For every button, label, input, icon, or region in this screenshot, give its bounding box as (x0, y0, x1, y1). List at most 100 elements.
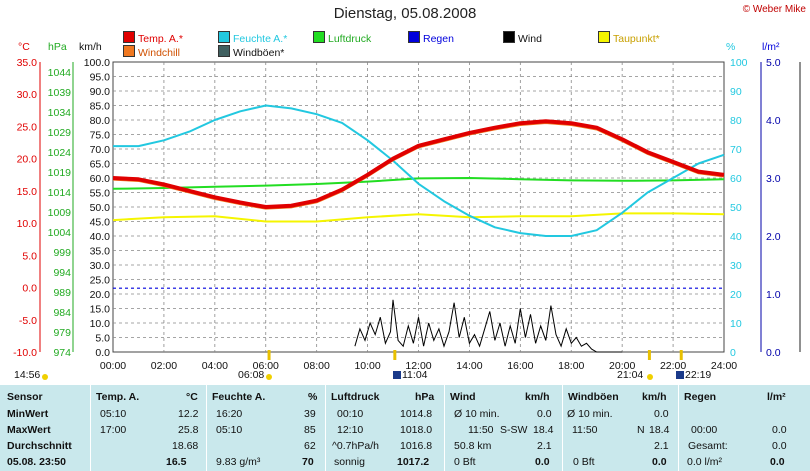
wind-tick-label: 10.0 (90, 318, 111, 330)
legend-item-humidity: Feuchte A.* (218, 31, 287, 45)
wind-tick-label: 90.0 (90, 86, 111, 98)
wind-tick-label: 95.0 (90, 72, 111, 84)
stats-table: Sensor Temp. A. °C Feuchte A. % Luftdruc… (0, 385, 810, 471)
pressure-tick-label: 1004 (48, 227, 72, 239)
pressure-tick-label: 979 (53, 327, 71, 339)
wind-tick-label: 30.0 (90, 260, 111, 272)
wind-tick-label: 0.0 (95, 347, 110, 359)
pressure-tick-label: 1024 (48, 147, 72, 159)
wind-tick-label: 70.0 (90, 144, 111, 156)
rain-tick-label: 0.0 (766, 347, 781, 359)
time-tick-label: 00:00 (100, 360, 126, 372)
moon-icon (676, 371, 684, 379)
sun-marker-label: 22:19 (685, 369, 711, 381)
pressure-tick-label: 1034 (48, 107, 72, 119)
chart-axes: 35.0 30.0 25.0 20.0 15.0 10.0 5.0 0.0 -5.0 -10.0 1… (13, 57, 801, 381)
temp-tick-label: -5.0 (19, 315, 37, 327)
table-header-row: Sensor Temp. A. °C Feuchte A. % Luftdruc… (7, 391, 786, 403)
legend-item-dewpoint: Taupunkt* (598, 31, 660, 45)
unit-temp: °C (18, 41, 30, 53)
unit-rain: l/m² (762, 41, 780, 53)
temp-tick-label: 35.0 (17, 57, 38, 69)
wind-tick-label: 50.0 (90, 202, 111, 214)
time-tick-label: 10:00 (354, 360, 380, 372)
unit-humidity: % (726, 41, 736, 53)
legend-swatch (313, 31, 325, 43)
wind-tick-label: 25.0 (90, 275, 111, 287)
time-tick-label: 06:00 (253, 360, 279, 372)
pressure-tick-label: 1044 (48, 67, 72, 79)
legend-swatch (218, 45, 230, 57)
sun-marker-label: 14:56 (14, 369, 40, 381)
humidity-series (113, 104, 725, 237)
legend-swatch (123, 31, 135, 43)
legend-swatch (408, 31, 420, 43)
table-row-current: 05.08. 23:50 ↓ 16.5 9.83 g/m³ 70 sonnig 1… (7, 456, 785, 468)
wind-tick-label: 80.0 (90, 115, 111, 127)
pressure-tick-label: 999 (53, 247, 71, 259)
legend-swatch (123, 45, 135, 57)
wind-tick-label: 35.0 (90, 246, 111, 258)
wind-tick-label: 100.0 (84, 57, 110, 69)
legend-item-gusts: Windböen* (218, 45, 284, 59)
time-tick-label: 16:00 (507, 360, 533, 372)
sun-marker-label: 21:04 (617, 369, 643, 381)
chart-grid (112, 61, 725, 353)
unit-pressure: hPa (48, 41, 67, 53)
pressure-tick-label: 984 (53, 307, 71, 319)
legend-item-rain: Regen (408, 31, 454, 45)
sun-icon (647, 374, 653, 380)
pressure-tick-label: 1009 (48, 207, 72, 219)
wind-tick-label: 40.0 (90, 231, 111, 243)
temp-tick-label: 20.0 (17, 154, 38, 166)
temp-tick-label: 5.0 (22, 250, 37, 262)
wind-tick-label: 85.0 (90, 101, 111, 113)
time-tick-label: 20:00 (609, 360, 635, 372)
wind-tick-label: 65.0 (90, 159, 111, 171)
pressure-tick-label: 1014 (48, 187, 72, 199)
humidity-tick-label: 20 (730, 289, 742, 301)
humidity-tick-label: 70 (730, 144, 742, 156)
time-tick-label: 22:00 (660, 360, 686, 372)
humidity-tick-label: 40 (730, 231, 742, 243)
table-row: Durchschnitt 18.68 62 ^0.7hPa/h 1016.8 5… (7, 440, 787, 452)
legend-item-temp: Temp. A.* (123, 31, 183, 45)
temp-tick-label: 15.0 (17, 186, 38, 198)
humidity-tick-label: 10 (730, 318, 742, 330)
temp-tick-label: 0.0 (22, 283, 37, 295)
sun-icon (42, 374, 48, 380)
sun-icon (266, 374, 272, 380)
table-row: MaxWert 17:00 25.8 05:10 85 12:10 1018.0… (7, 424, 787, 436)
pressure-tick-label: 1029 (48, 127, 72, 139)
humidity-tick-label: 80 (730, 115, 742, 127)
rain-tick-label: 4.0 (766, 115, 781, 127)
moon-icon (393, 371, 401, 379)
wind-series (354, 299, 623, 353)
rain-tick-label: 5.0 (766, 57, 781, 69)
time-tick-label: 24:00 (711, 360, 737, 372)
wind-tick-label: 75.0 (90, 130, 111, 142)
time-tick-label: 18:00 (558, 360, 584, 372)
humidity-tick-label: 90 (730, 86, 742, 98)
temp-tick-label: -10.0 (13, 347, 37, 359)
rain-tick-label: 2.0 (766, 231, 781, 243)
wind-tick-label: 15.0 (90, 304, 111, 316)
humidity-tick-label: 50 (730, 202, 742, 214)
legend-swatch (503, 31, 515, 43)
legend-swatch (598, 31, 610, 43)
legend-item-wind: Wind (503, 31, 542, 45)
wind-tick-label: 20.0 (90, 289, 111, 301)
credit-text: © Weber Mike (742, 4, 806, 15)
pressure-tick-label: 1039 (48, 87, 72, 99)
rain-tick-label: 1.0 (766, 289, 781, 301)
temp-tick-label: 30.0 (17, 89, 38, 101)
wind-tick-label: 60.0 (90, 173, 111, 185)
humidity-tick-label: 0 (730, 347, 736, 359)
humidity-tick-label: 60 (730, 173, 742, 185)
page-title: Dienstag, 05.08.2008 (333, 5, 477, 22)
temp-tick-label: 10.0 (17, 218, 38, 230)
wind-tick-label: 45.0 (90, 217, 111, 229)
time-tick-label: 02:00 (151, 360, 177, 372)
chart-series (112, 104, 725, 353)
wind-tick-label: 5.0 (95, 333, 110, 345)
